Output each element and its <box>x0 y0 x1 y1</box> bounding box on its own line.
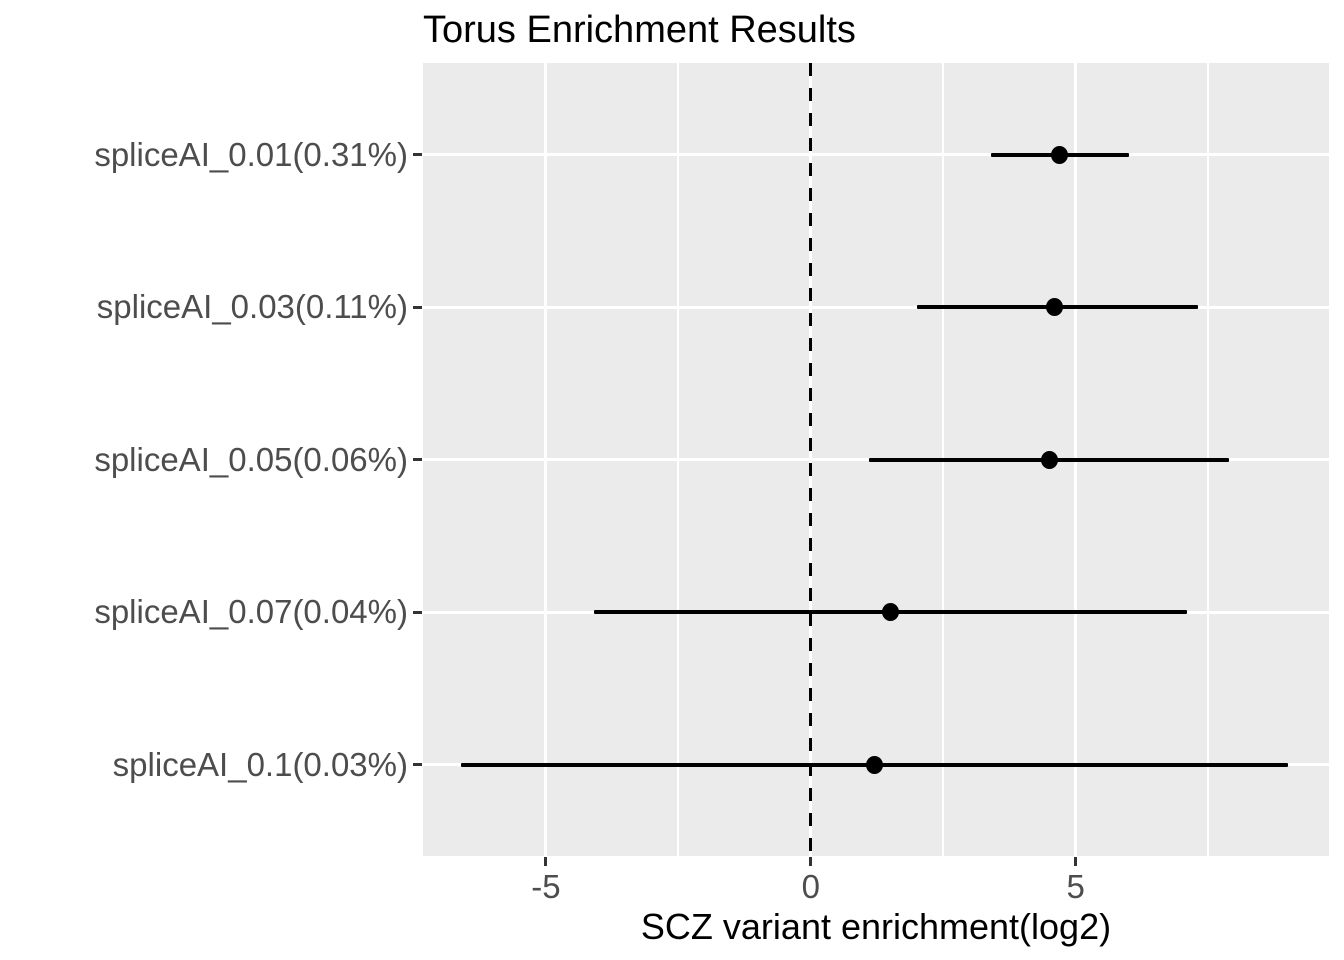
y-axis-category-label: spliceAI_0.03(0.11%) <box>96 288 408 325</box>
x-axis-tick-label: -5 <box>531 868 561 905</box>
plot-title: Torus Enrichment Results <box>423 9 856 51</box>
x-axis-tick-label: 5 <box>1066 868 1085 905</box>
point-estimate-marker <box>865 755 883 774</box>
x-axis-tick <box>544 857 548 866</box>
point-estimate-marker <box>881 603 899 621</box>
x-axis-title: SCZ variant enrichment(log2) <box>640 906 1112 947</box>
point-estimate-marker <box>1040 450 1058 469</box>
plot-panel <box>423 63 1329 856</box>
x-axis-tick-label: 0 <box>801 868 821 905</box>
y-axis-tick <box>413 610 422 614</box>
y-axis-tick <box>413 153 422 156</box>
y-axis-tick <box>413 763 422 766</box>
point-estimate-marker <box>1051 145 1069 164</box>
reference-line-zero <box>809 63 813 856</box>
y-axis-tick <box>413 458 422 461</box>
gridline-major-horizontal <box>423 153 1329 156</box>
y-axis-category-label: spliceAI_0.05(0.06%) <box>94 440 408 478</box>
y-axis-tick <box>413 305 422 309</box>
y-axis-category-label: spliceAI_0.1(0.03%) <box>112 745 408 783</box>
y-axis-category-label: spliceAI_0.07(0.04%) <box>94 593 408 630</box>
x-axis-tick <box>1074 857 1078 866</box>
point-estimate-marker <box>1046 298 1064 316</box>
x-axis-tick <box>809 857 813 866</box>
gridline-major-horizontal <box>423 305 1329 309</box>
y-axis-category-label: spliceAI_0.01(0.31%) <box>94 135 408 173</box>
